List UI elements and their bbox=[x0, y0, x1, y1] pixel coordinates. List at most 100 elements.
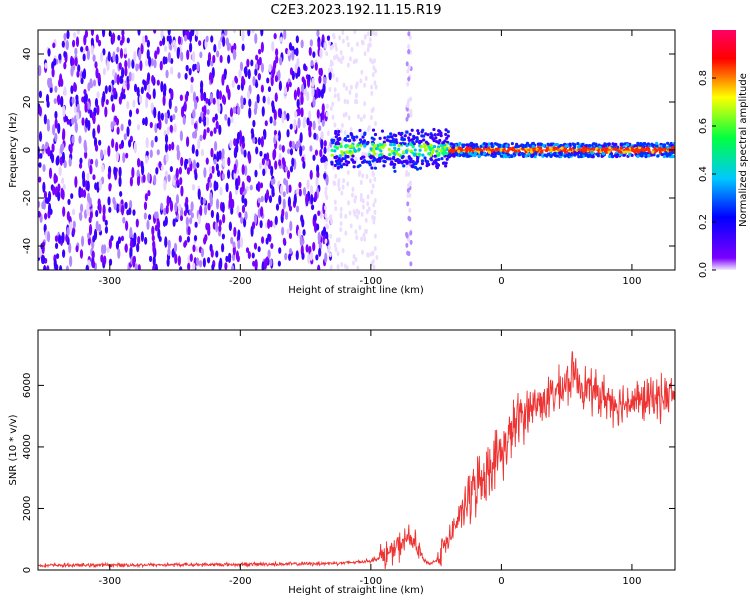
spectrogram-cell bbox=[302, 78, 307, 85]
spectrogram-cell bbox=[197, 188, 201, 200]
spectrogram-cell bbox=[213, 127, 217, 134]
spectrogram-cell bbox=[163, 207, 167, 216]
spectrogram-cell bbox=[241, 194, 245, 204]
spectrogram-cell bbox=[102, 91, 106, 103]
spectrogram-cell bbox=[234, 75, 238, 83]
spectrogram-cell bbox=[371, 183, 375, 189]
spectrogram-cell bbox=[360, 236, 364, 242]
spectrogram-cell bbox=[203, 167, 207, 179]
spectrogram-cell bbox=[475, 144, 479, 148]
spectrogram-cell bbox=[148, 255, 153, 263]
spectrogram-cell bbox=[338, 35, 342, 41]
spectrogram-cell bbox=[222, 36, 226, 47]
spectrogram-cell bbox=[243, 149, 247, 158]
spectrogram-cell bbox=[330, 219, 334, 225]
spectrogram-cell bbox=[133, 232, 137, 242]
spectrogram-cell bbox=[487, 150, 492, 154]
spectrogram-cell bbox=[372, 202, 376, 208]
spectrogram-cell bbox=[668, 143, 672, 147]
spectrogram-cell bbox=[388, 152, 392, 157]
spectrogram-cell bbox=[383, 143, 387, 147]
spectrogram-cell bbox=[38, 247, 41, 258]
spectrogram-cell bbox=[365, 228, 368, 234]
spectrogram-cell bbox=[418, 152, 422, 156]
spectrogram-cell bbox=[521, 145, 525, 149]
spectrogram-cell bbox=[371, 106, 375, 112]
spectrogram-cell bbox=[531, 144, 535, 148]
spectrogram-cell bbox=[270, 165, 274, 177]
spectrogram-cell bbox=[72, 64, 76, 71]
spectrogram-cell bbox=[85, 45, 89, 52]
spectrogram-cell bbox=[397, 153, 401, 157]
spectrogram-cell bbox=[91, 112, 95, 121]
spectrogram-cell bbox=[195, 149, 199, 157]
spectrogram-cell bbox=[358, 163, 362, 168]
spectrogram-cell bbox=[310, 194, 314, 205]
spectrogram-cell bbox=[363, 144, 367, 148]
spectrogram-cell bbox=[214, 113, 218, 121]
spectrogram-cell bbox=[373, 209, 377, 215]
spectrogram-cell bbox=[164, 215, 168, 226]
spectrogram-cell bbox=[335, 77, 339, 83]
spectrogram-cell bbox=[232, 30, 237, 34]
spectrogram-x-tick-label: -200 bbox=[229, 276, 252, 287]
spectrogram-cell bbox=[394, 138, 398, 142]
spectrogram-cell bbox=[152, 88, 156, 100]
spectrogram-cell bbox=[410, 128, 414, 132]
spectrogram-cell bbox=[140, 164, 145, 176]
spectrogram-cell bbox=[333, 163, 337, 168]
spectrogram-cell bbox=[367, 252, 370, 258]
spectrogram-cell bbox=[104, 85, 108, 94]
spectrogram-cell bbox=[309, 39, 313, 47]
snr-y-tick-label: 0 bbox=[22, 567, 33, 573]
spectrogram-cell bbox=[194, 221, 198, 228]
spectrogram-cell bbox=[174, 202, 178, 213]
spectrogram-cell bbox=[415, 137, 419, 141]
spectrogram-cell bbox=[365, 174, 369, 180]
spectrogram-x-tick-label: 0 bbox=[498, 276, 504, 287]
spectrogram-cell bbox=[390, 135, 394, 139]
spectrogram-cell bbox=[128, 199, 133, 210]
spectrogram-cell bbox=[78, 162, 83, 169]
spectrogram-cell bbox=[330, 153, 334, 157]
spectrogram-cell bbox=[171, 248, 175, 258]
spectrogram-cell bbox=[178, 203, 182, 212]
spectrogram-cell bbox=[128, 71, 132, 82]
spectrogram-cell bbox=[368, 37, 372, 43]
spectrogram-cell bbox=[619, 150, 623, 154]
spectrogram-cell bbox=[278, 108, 283, 119]
spectrogram-y-tick-label: -40 bbox=[22, 238, 33, 254]
spectrogram-cell bbox=[255, 183, 260, 191]
spectrogram-cell bbox=[577, 155, 581, 159]
spectrogram-cell bbox=[237, 106, 241, 116]
spectrogram-cell bbox=[118, 62, 122, 70]
spectrogram-cell bbox=[72, 208, 76, 216]
spectrogram-cell bbox=[186, 167, 191, 175]
spectrogram-cell bbox=[339, 221, 343, 227]
spectrogram-cell bbox=[477, 154, 481, 158]
spectrogram-cell bbox=[210, 60, 214, 67]
spectrogram-cell bbox=[213, 141, 218, 152]
spectrogram-cell bbox=[450, 149, 454, 153]
spectrogram-cell bbox=[330, 162, 334, 166]
spectrogram-cell bbox=[640, 153, 644, 157]
spectrogram-cell bbox=[660, 152, 664, 157]
spectrogram-cell bbox=[446, 130, 450, 134]
spectrogram-cell bbox=[241, 30, 245, 42]
spectrogram-cell bbox=[284, 252, 288, 261]
spectrogram-cell bbox=[340, 59, 343, 65]
spectrogram-cell bbox=[132, 256, 136, 268]
spectrogram-cell bbox=[180, 156, 184, 167]
spectrogram-cell bbox=[194, 246, 199, 253]
spectrogram-cell bbox=[108, 183, 112, 189]
spectrogram-cell bbox=[105, 99, 109, 105]
spectrogram-cell bbox=[280, 184, 284, 196]
spectrogram-cell bbox=[239, 61, 244, 72]
spectrogram-cell bbox=[345, 85, 349, 91]
spectrogram-cell bbox=[357, 209, 361, 215]
spectrogram-cell bbox=[595, 152, 599, 156]
spectrogram-cell bbox=[107, 145, 111, 157]
spectrogram-cell bbox=[329, 106, 333, 112]
spectrogram-cell bbox=[120, 204, 125, 216]
spectrogram-cell bbox=[255, 146, 259, 155]
